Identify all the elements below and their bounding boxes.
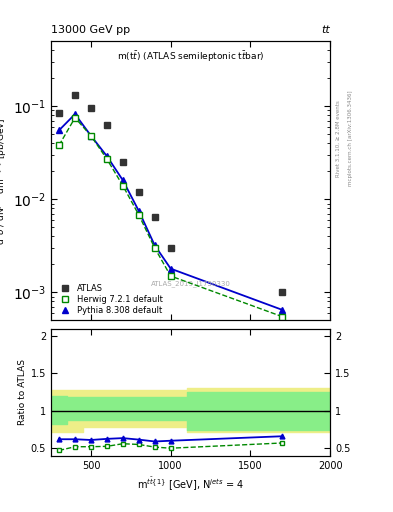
Herwig 7.2.1 default xyxy=(168,273,173,279)
Line: ATLAS: ATLAS xyxy=(56,92,285,295)
Herwig 7.2.1 default xyxy=(280,313,285,319)
Pythia 8.308 default xyxy=(88,133,93,139)
Herwig 7.2.1 default xyxy=(73,115,77,121)
Legend: ATLAS, Herwig 7.2.1 default, Pythia 8.308 default: ATLAS, Herwig 7.2.1 default, Pythia 8.30… xyxy=(55,283,164,316)
Pythia 8.308 default xyxy=(168,266,173,272)
Pythia 8.308 default xyxy=(105,153,109,159)
Y-axis label: Ratio to ATLAS: Ratio to ATLAS xyxy=(18,359,27,425)
Pythia 8.308 default xyxy=(57,127,61,133)
Text: ATLAS_2019_I1750330: ATLAS_2019_I1750330 xyxy=(151,280,231,287)
Herwig 7.2.1 default xyxy=(121,183,125,189)
X-axis label: m$^{t\bar{t}\{1\}}$ [GeV], N$^{jets}$ = 4: m$^{t\bar{t}\{1\}}$ [GeV], N$^{jets}$ = … xyxy=(137,476,244,493)
Line: Herwig 7.2.1 default: Herwig 7.2.1 default xyxy=(56,115,285,319)
Herwig 7.2.1 default xyxy=(88,133,93,139)
Pythia 8.308 default xyxy=(280,307,285,313)
ATLAS xyxy=(57,110,61,116)
ATLAS xyxy=(168,245,173,251)
Text: m(t$\bar{t}$) (ATLAS semileptonic t$\bar{t}$bar): m(t$\bar{t}$) (ATLAS semileptonic t$\bar… xyxy=(117,49,264,64)
Text: 13000 GeV pp: 13000 GeV pp xyxy=(51,26,130,35)
ATLAS xyxy=(73,92,77,98)
Herwig 7.2.1 default xyxy=(57,142,61,148)
Text: Rivet 3.1.10, ≥ 2.8M events: Rivet 3.1.10, ≥ 2.8M events xyxy=(336,100,341,177)
ATLAS xyxy=(105,122,109,128)
Herwig 7.2.1 default xyxy=(152,245,157,251)
Y-axis label: d$^2\sigma$ / dN$^{jets}$ dm$^{t\bar{t}\{1\}}$ [pb/GeV]: d$^2\sigma$ / dN$^{jets}$ dm$^{t\bar{t}\… xyxy=(0,117,9,245)
Pythia 8.308 default xyxy=(136,208,141,214)
Text: mcplots.cern.ch [arXiv:1306.3436]: mcplots.cern.ch [arXiv:1306.3436] xyxy=(348,91,353,186)
ATLAS xyxy=(280,289,285,295)
Pythia 8.308 default xyxy=(121,177,125,183)
Herwig 7.2.1 default xyxy=(136,212,141,218)
Pythia 8.308 default xyxy=(152,242,157,248)
Pythia 8.308 default xyxy=(73,111,77,117)
ATLAS xyxy=(136,189,141,195)
ATLAS xyxy=(88,105,93,111)
ATLAS xyxy=(152,214,157,220)
Line: Pythia 8.308 default: Pythia 8.308 default xyxy=(56,111,285,313)
Text: tt: tt xyxy=(321,26,330,35)
ATLAS xyxy=(121,159,125,165)
Herwig 7.2.1 default xyxy=(105,156,109,162)
